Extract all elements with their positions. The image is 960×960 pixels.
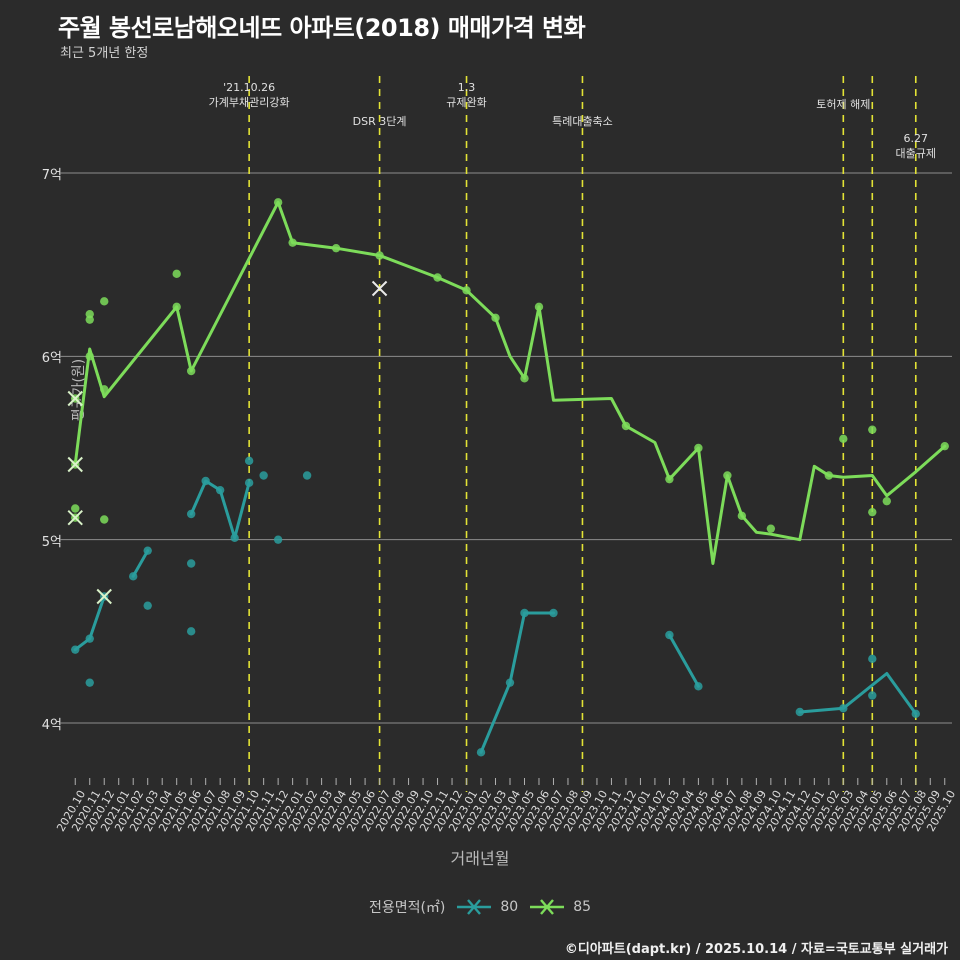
data-point [85,309,94,319]
annotation-text: DSR 3단계 [352,115,407,128]
series-line [189,479,251,540]
data-point [868,654,877,664]
data-point [100,297,109,306]
series-line [479,611,555,754]
data-point [100,515,109,524]
annotation-date: 1.3 [457,81,476,94]
y-axis-ticks: 4억 5억 6억 7억 [0,118,62,778]
y-axis-tick-label: 5억 [41,534,62,550]
marker-x [371,280,388,297]
series-line [131,549,150,578]
legend-marker-icon [457,899,492,915]
annotation-label: 특례대출축소 [502,114,662,129]
footer-credit: ©디아파트(dapt.kr) / 2025.10.14 / 자료=국토교통부 실… [564,942,948,957]
data-point [273,535,283,544]
series-line [798,672,918,716]
y-axis-tick-label: 4억 [41,718,62,733]
annotation-label: DSR 3단계 [300,114,460,129]
page-subtitle: 최근 5개년 한정 [60,46,149,61]
data-point [766,524,776,533]
legend-marker-icon [530,899,565,915]
data-point [143,601,152,610]
series-line [667,633,700,688]
data-point [71,504,80,513]
annotation-label: 6.27 대출규제 [836,131,960,161]
legend-item-label: 80 [500,899,519,915]
legend-item-85[interactable]: 85 [528,898,591,916]
marker-x [67,509,83,526]
x-axis-title: 거래년월 [450,849,510,868]
annotation-text: 특례대출축소 [552,115,613,128]
data-point [839,434,848,444]
annotation-text: 규제완화 [446,96,487,109]
legend-item-80[interactable]: 80 [455,898,518,916]
legend-item-label: 85 [573,899,592,915]
y-axis-tick-label: 7억 [41,168,62,183]
annotation-label: '21.10.26 가계부채관리강화 [169,80,329,110]
plot-area [60,76,952,792]
data-point [186,627,196,636]
legend-title: 전용면적(㎡) [368,900,446,916]
chart-legend: 전용면적(㎡) 80 85 [0,897,960,917]
annotation-date: '21.10.26 [223,81,276,94]
annotation-text: 대출규제 [895,147,936,160]
annotation-date: 6.27 [903,132,929,145]
data-point [186,559,196,568]
annotation-text: 토허제 해제 [816,98,871,111]
data-point [85,678,94,687]
data-point [244,456,254,466]
data-point [259,471,268,480]
chart-canvas [60,76,952,792]
annotation-text: 가계부채관리강화 [208,96,290,109]
data-point [868,691,877,700]
data-point [172,269,181,279]
page-title: 주월 봉선로남해오네뜨 아파트(2018) 매매가격 변화 [58,14,586,42]
marker-x [96,588,112,605]
series-line [73,200,947,565]
series-line [73,595,106,652]
annotation-label: 1.3 규제완화 [387,80,547,110]
data-point [868,425,877,434]
annotation-label: 토허제 해제 [763,97,923,112]
marker-x [67,390,83,407]
data-point [882,496,891,506]
marker-x [67,456,83,473]
data-point [302,471,312,480]
data-point [868,507,877,517]
y-axis-tick-label: 6억 [41,351,62,367]
